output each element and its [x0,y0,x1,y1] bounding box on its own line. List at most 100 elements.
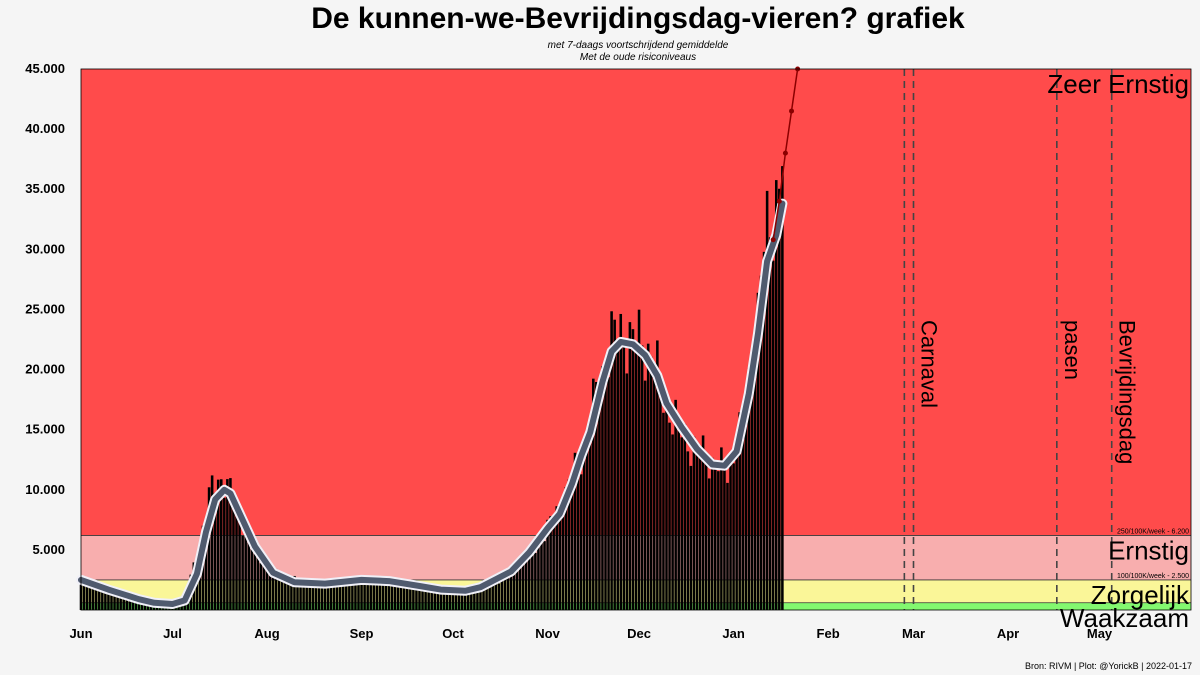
daily-bar [771,260,775,610]
daily-bar [204,519,208,610]
daily-bar [409,583,412,610]
y-tick-label-3: 20.000 [25,362,65,377]
daily-bar [378,581,382,610]
daily-bar [399,579,403,610]
daily-bar [781,166,784,610]
x-tick-label-3: Sep [350,626,374,641]
daily-bar [698,454,702,610]
daily-bar [219,479,223,610]
daily-bar [656,340,659,610]
daily-bar [726,482,729,610]
daily-bar [704,459,708,610]
daily-bar [683,423,687,610]
daily-bar [680,437,684,610]
daily-bar [592,378,595,610]
x-tick-label-5: Nov [535,626,560,641]
x-tick-label-9: Mar [902,626,925,641]
daily-bar [241,535,244,610]
daily-bar [433,591,437,610]
chart-title: De kunnen-we-Bevrijdingsdag-vieren? graf… [311,2,965,35]
y-tick-label-1: 10.000 [25,482,65,497]
daily-bar [216,479,220,610]
daily-bar [759,275,763,610]
risk-label-2: Ernstig [1108,535,1189,565]
daily-bar [488,584,491,610]
daily-bar [369,584,372,610]
event-label-0: Carnaval [917,320,942,408]
daily-bar [534,552,537,610]
daily-bar [256,549,260,610]
daily-bar [567,479,571,610]
daily-bar [744,410,748,610]
daily-bar [625,373,629,610]
daily-bar [91,583,95,610]
daily-bar [259,563,263,610]
daily-bar [338,578,342,610]
daily-bar [756,292,760,610]
daily-bar [558,511,562,610]
daily-bar [662,412,665,610]
daily-bar [543,541,546,610]
daily-bar [326,582,330,610]
risk-label-1: Zorgelijk [1091,580,1190,610]
daily-bar [332,583,336,610]
daily-bar [94,588,98,610]
daily-bar [314,583,318,610]
daily-bar [381,578,385,610]
risk-note-2: 250/100K/week - 6.200 [1117,528,1189,535]
daily-bar [466,587,470,610]
daily-bar [576,460,580,610]
daily-bar [406,585,409,610]
daily-bar [720,447,723,610]
daily-bar [454,589,458,610]
daily-bar [421,583,424,610]
daily-bar [573,452,577,610]
daily-bar [762,251,766,610]
daily-bar [140,601,144,610]
x-tick-label-0: Jun [69,626,92,641]
daily-bar [494,580,498,610]
daily-bar [628,322,632,610]
daily-bar [393,581,397,610]
daily-bar [284,577,287,610]
daily-bar [695,445,699,610]
daily-bar [622,347,626,610]
daily-bar [619,313,623,610]
daily-bar [665,399,668,610]
risk-label-3: Zeer Ernstig [1047,69,1189,99]
daily-bar [390,581,394,610]
daily-bar [646,343,650,610]
daily-bar [262,561,266,610]
daily-bar [768,237,772,610]
daily-bar [360,581,363,610]
daily-bar [238,513,241,610]
daily-bar [689,465,693,610]
risk-label-0: Waakzaam [1060,603,1189,633]
daily-bar [247,530,251,610]
daily-bar [280,577,284,610]
daily-bar [335,578,339,610]
daily-bar [640,345,644,610]
daily-bar [460,590,464,610]
daily-bar [354,578,357,610]
daily-bar [473,589,476,610]
daily-bar [750,382,754,610]
x-tick-label-7: Jan [722,626,744,641]
y-tick-label-7: 40.000 [25,121,65,136]
daily-bar [674,399,677,610]
daily-bar [518,561,522,610]
x-tick-label-1: Jul [163,626,182,641]
daily-bar [509,566,513,610]
daily-bar [677,416,680,610]
daily-bar [531,546,534,610]
daily-bar [521,559,525,610]
daily-bar [649,356,653,610]
daily-bar [671,434,674,610]
daily-bar [293,575,296,610]
daily-bar [110,590,113,610]
daily-bar [402,579,406,610]
daily-bar [579,474,583,610]
daily-bar [714,467,717,610]
daily-bar [125,596,129,610]
daily-bar [104,589,107,610]
